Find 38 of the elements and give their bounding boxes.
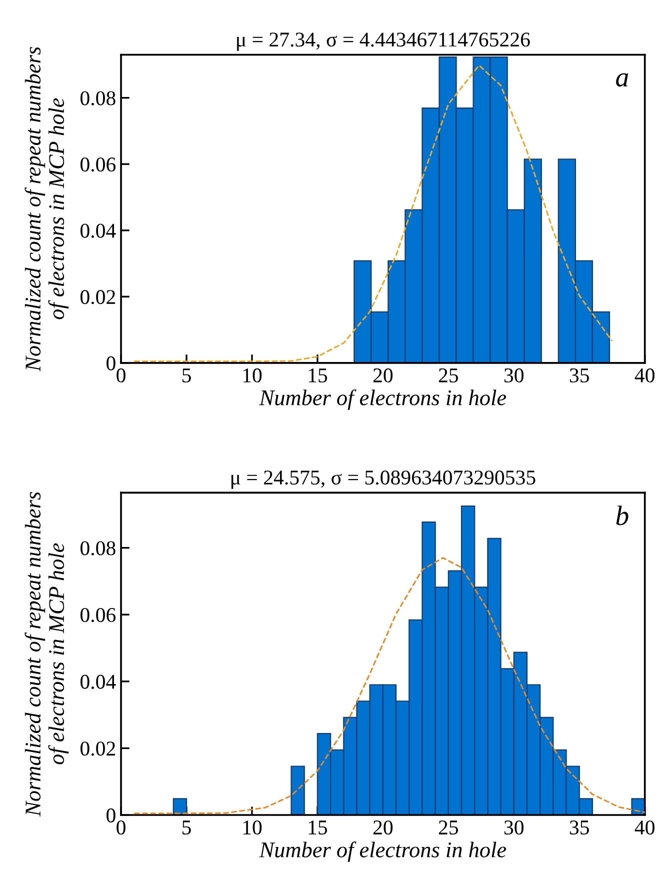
y-tick-label: 0.08 xyxy=(80,91,116,106)
y-tick-label: 0 xyxy=(106,808,116,822)
x-tick-label: 10 xyxy=(243,820,262,835)
x-tick-label: 0 xyxy=(116,368,126,382)
x-tick-label: 40 xyxy=(634,368,654,382)
x-tick-label: 15 xyxy=(308,820,328,835)
chart-title: μ = 27.34, σ = 4.443467114765226 xyxy=(237,32,530,51)
x-tick-label: 5 xyxy=(182,368,191,382)
y-tick-label: 0.06 xyxy=(80,608,116,622)
x-tick-label: 40 xyxy=(634,820,654,835)
annotation: b xyxy=(616,506,628,526)
y-tick-label: 0.02 xyxy=(80,290,116,304)
y-tick-label: 0.04 xyxy=(80,674,116,689)
x-tick-label: 10 xyxy=(243,368,262,382)
y-tick-label: 0 xyxy=(106,356,116,370)
y-axis-title: Normalized count of repeat numbers of electrons in MCP hole xyxy=(24,46,69,372)
x-tick-label: 25 xyxy=(438,368,458,382)
x-tick-label: 0 xyxy=(116,820,126,835)
x-tick-label: 35 xyxy=(570,368,589,382)
x-tick-label: 20 xyxy=(373,820,393,835)
x-tick-label: 20 xyxy=(373,368,393,382)
x-axis-title: Number of electrons in hole xyxy=(259,389,506,410)
y-tick-label: 0.02 xyxy=(80,742,116,756)
line-series xyxy=(133,557,646,814)
x-tick-label: 5 xyxy=(182,820,191,835)
x-tick-label: 15 xyxy=(308,368,328,382)
y-tick-label: 0.04 xyxy=(80,224,116,238)
y-tick-label: 0.06 xyxy=(80,157,116,172)
y-axis-title: Normalized count of repeat numbers of electrons in MCP hole xyxy=(24,492,69,817)
chart-title: μ = 24.575, σ = 5.089634073290535 xyxy=(231,470,536,489)
x-tick-label: 30 xyxy=(504,368,524,382)
x-tick-label: 35 xyxy=(570,820,589,835)
line-series xyxy=(133,64,613,362)
annotation: a xyxy=(616,73,628,87)
x-tick-label: 30 xyxy=(504,820,524,835)
x-axis-title: Number of electrons in hole xyxy=(259,842,506,862)
x-tick-label: 25 xyxy=(438,820,458,835)
y-tick-label: 0.08 xyxy=(80,541,116,556)
